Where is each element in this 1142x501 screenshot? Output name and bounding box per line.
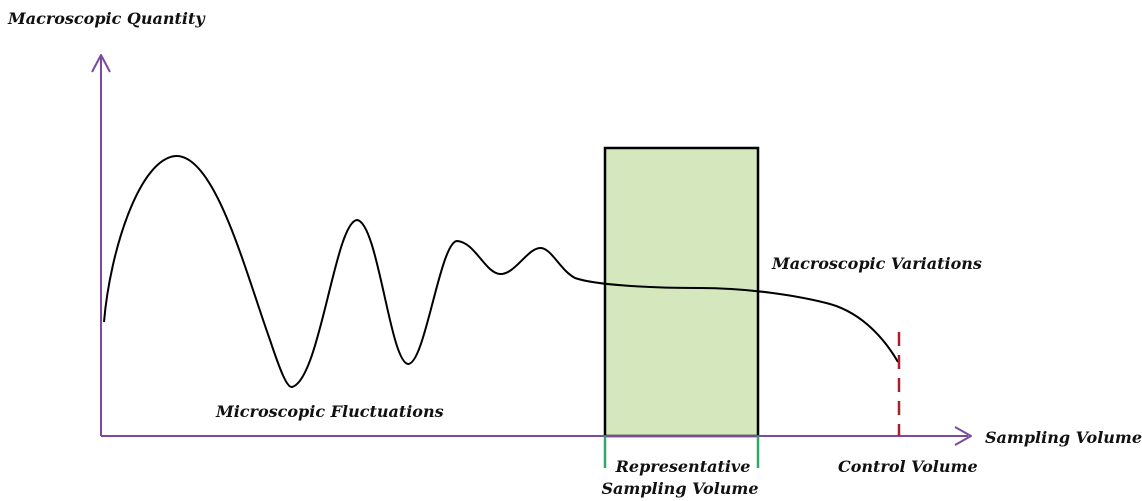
x-axis-label: Sampling Volume [985, 428, 1142, 447]
quantity-curve [103, 154, 899, 388]
rsv-label-line1: Representative [615, 457, 751, 476]
y-axis-arrow-icon [91, 54, 111, 73]
y-axis-label: Macroscopic Quantity [7, 9, 206, 28]
microscopic-fluctuations-label: Microscopic Fluctuations [215, 402, 444, 421]
control-volume-label: Control Volume [838, 457, 978, 476]
macroscopic-variations-label: Macroscopic Variations [771, 254, 982, 273]
representative-volume-box [603, 146, 760, 438]
rsv-label-line2: Sampling Volume [601, 479, 758, 498]
x-axis-arrow-icon [954, 426, 972, 446]
